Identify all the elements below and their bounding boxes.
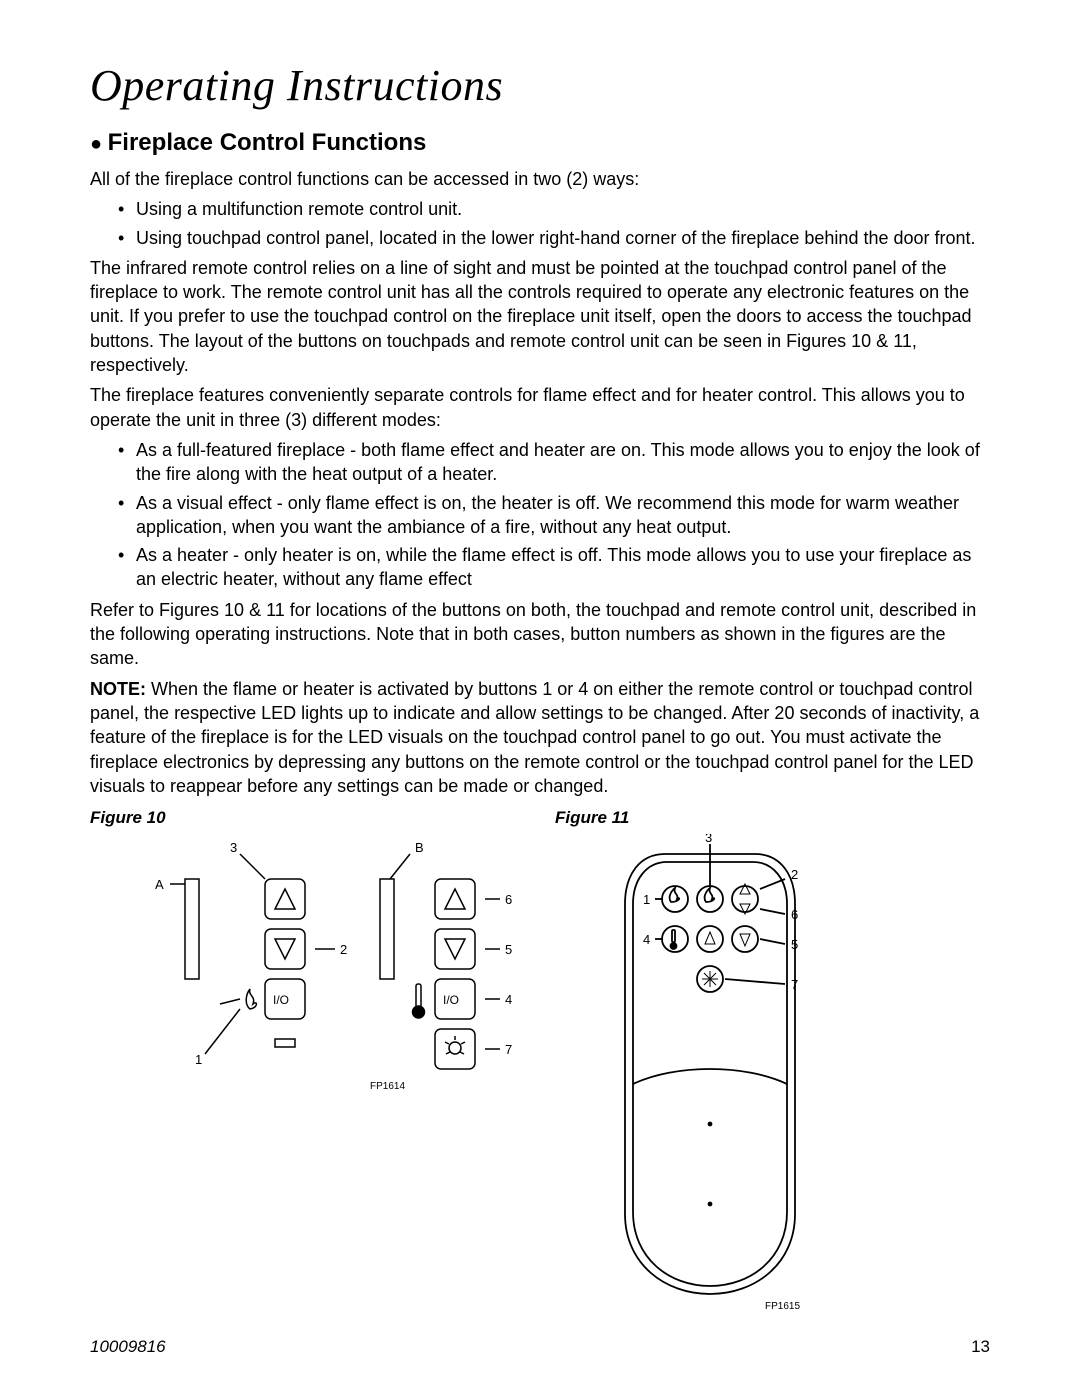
r-label-4: 4 xyxy=(643,932,650,947)
figures-row: Figure 10 xyxy=(90,808,990,1314)
footer-doc-id: 10009816 xyxy=(90,1337,166,1357)
label-A: A xyxy=(155,877,164,892)
list-item: As a full-featured fireplace - both flam… xyxy=(118,438,990,487)
label-2: 2 xyxy=(340,942,347,957)
label-4: 4 xyxy=(505,992,512,1007)
list-item: Using touchpad control panel, located in… xyxy=(118,226,990,250)
io-left: I/O xyxy=(273,993,289,1007)
note-paragraph: NOTE: When the flame or heater is activa… xyxy=(90,677,990,798)
r-label-1: 1 xyxy=(643,892,650,907)
label-B: B xyxy=(415,840,424,855)
footer-page-number: 13 xyxy=(971,1337,990,1357)
page-footer: 10009816 13 xyxy=(90,1337,990,1357)
r-label-6: 6 xyxy=(791,907,798,922)
note-label: NOTE: xyxy=(90,679,146,699)
intro-text: All of the fireplace control functions c… xyxy=(90,167,990,191)
fig10-code: FP1614 xyxy=(370,1081,405,1092)
figure-10-diagram: A 3 2 1 B 6 5 4 7 I/O I/O FP1614 xyxy=(90,834,520,1114)
section-heading: Fireplace Control Functions xyxy=(90,129,990,157)
access-methods-list: Using a multifunction remote control uni… xyxy=(90,197,990,250)
label-5: 5 xyxy=(505,942,512,957)
figure-11: Figure 11 xyxy=(555,808,990,1314)
r-label-3: 3 xyxy=(705,834,712,845)
r-label-7: 7 xyxy=(791,977,798,992)
label-3: 3 xyxy=(230,840,237,855)
refer-paragraph: Refer to Figures 10 & 11 for locations o… xyxy=(90,598,990,671)
figure-10: Figure 10 xyxy=(90,808,525,1314)
io-right: I/O xyxy=(443,993,459,1007)
label-7: 7 xyxy=(505,1042,512,1057)
fig11-code: FP1615 xyxy=(765,1301,800,1312)
note-body: When the flame or heater is activated by… xyxy=(90,679,979,796)
list-item: As a heater - only heater is on, while t… xyxy=(118,543,990,592)
figure-11-caption: Figure 11 xyxy=(555,808,990,828)
page-title: Operating Instructions xyxy=(90,60,990,111)
modes-intro: The fireplace features conveniently sepa… xyxy=(90,383,990,432)
list-item: As a visual effect - only flame effect i… xyxy=(118,491,990,540)
r-label-5: 5 xyxy=(791,937,798,952)
r-label-2: 2 xyxy=(791,867,798,882)
list-item: Using a multifunction remote control uni… xyxy=(118,197,990,221)
figure-11-diagram: 3 1 2 6 4 5 7 FP1615 xyxy=(555,834,875,1314)
figure-10-caption: Figure 10 xyxy=(90,808,525,828)
modes-list: As a full-featured fireplace - both flam… xyxy=(90,438,990,592)
label-1: 1 xyxy=(195,1052,202,1067)
ir-paragraph: The infrared remote control relies on a … xyxy=(90,256,990,377)
label-6: 6 xyxy=(505,892,512,907)
